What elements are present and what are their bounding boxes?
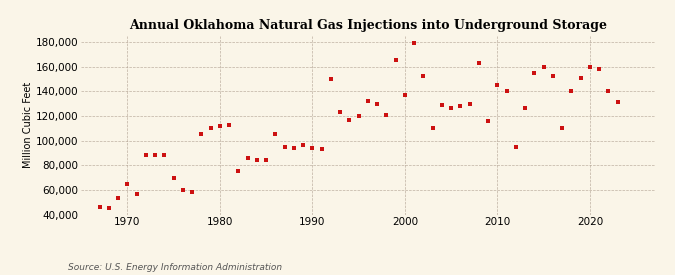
Point bbox=[131, 191, 142, 196]
Title: Annual Oklahoma Natural Gas Injections into Underground Storage: Annual Oklahoma Natural Gas Injections i… bbox=[129, 19, 607, 32]
Point bbox=[474, 61, 485, 65]
Point bbox=[205, 126, 216, 130]
Point bbox=[510, 144, 521, 149]
Point bbox=[520, 106, 531, 111]
Point bbox=[585, 64, 595, 69]
Point bbox=[168, 175, 179, 180]
Point bbox=[353, 114, 364, 118]
Point bbox=[594, 67, 605, 71]
Point bbox=[427, 126, 438, 130]
Point bbox=[557, 126, 568, 130]
Point bbox=[150, 153, 161, 158]
Point bbox=[261, 158, 271, 163]
Point bbox=[223, 122, 234, 127]
Point bbox=[344, 117, 355, 122]
Point bbox=[492, 83, 503, 87]
Point bbox=[159, 153, 169, 158]
Point bbox=[242, 156, 253, 160]
Point bbox=[400, 93, 410, 97]
Point bbox=[279, 144, 290, 149]
Point bbox=[464, 101, 475, 106]
Point bbox=[335, 110, 346, 114]
Point bbox=[298, 143, 308, 148]
Point bbox=[196, 132, 207, 137]
Point bbox=[103, 206, 114, 211]
Point bbox=[547, 74, 558, 79]
Point bbox=[603, 89, 614, 94]
Point bbox=[251, 158, 262, 163]
Point bbox=[215, 123, 225, 128]
Point bbox=[187, 190, 198, 194]
Point bbox=[270, 132, 281, 137]
Point bbox=[612, 100, 623, 104]
Point bbox=[409, 41, 420, 45]
Point bbox=[325, 77, 336, 81]
Point bbox=[113, 196, 124, 201]
Point bbox=[381, 112, 392, 117]
Point bbox=[316, 147, 327, 151]
Point bbox=[288, 146, 299, 150]
Point bbox=[178, 188, 188, 192]
Point bbox=[437, 103, 448, 107]
Point bbox=[140, 153, 151, 158]
Point bbox=[575, 75, 586, 80]
Text: Source: U.S. Energy Information Administration: Source: U.S. Energy Information Administ… bbox=[68, 263, 281, 272]
Point bbox=[483, 119, 493, 123]
Point bbox=[455, 104, 466, 108]
Point bbox=[372, 101, 383, 106]
Point bbox=[446, 106, 456, 111]
Point bbox=[566, 89, 577, 94]
Point bbox=[122, 182, 133, 186]
Point bbox=[502, 89, 512, 94]
Point bbox=[307, 146, 318, 150]
Point bbox=[529, 70, 540, 75]
Y-axis label: Million Cubic Feet: Million Cubic Feet bbox=[23, 82, 33, 168]
Point bbox=[94, 205, 105, 209]
Point bbox=[233, 169, 244, 174]
Point bbox=[418, 74, 429, 79]
Point bbox=[390, 58, 401, 63]
Point bbox=[362, 99, 373, 103]
Point bbox=[538, 64, 549, 69]
